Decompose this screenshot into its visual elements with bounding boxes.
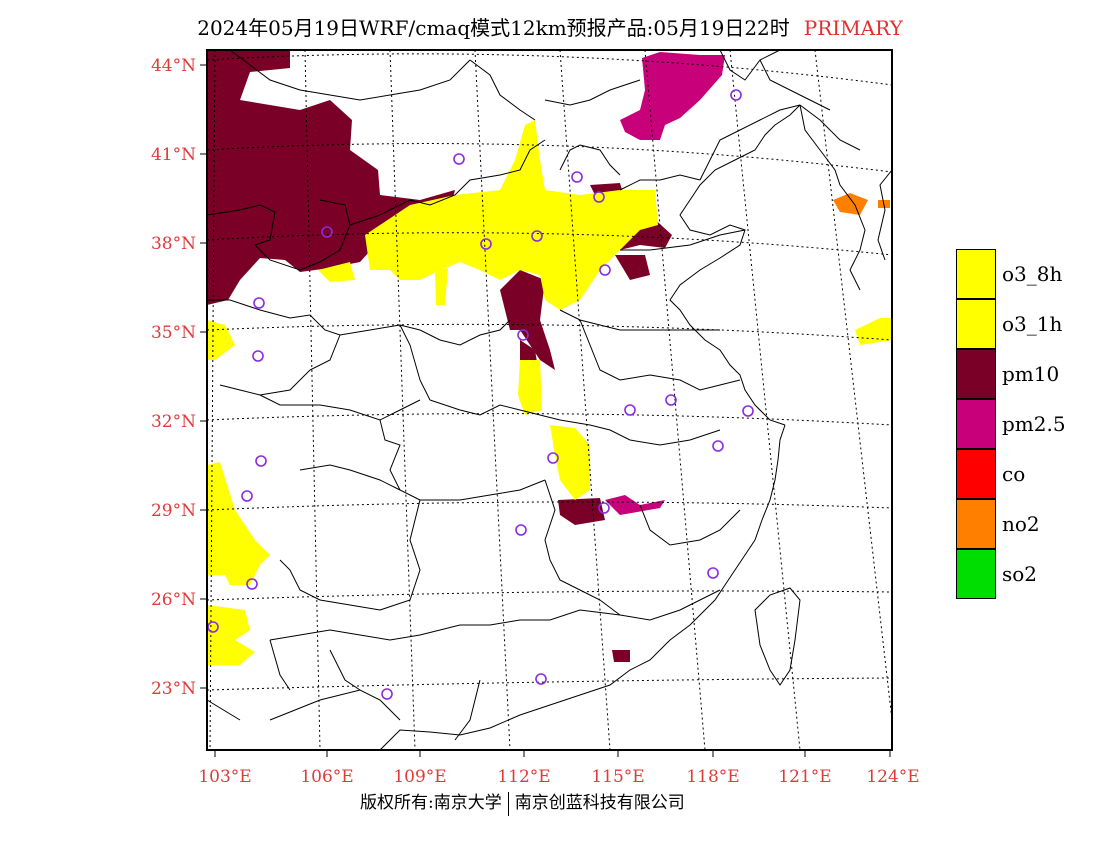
copyright-footer: 版权所有:南京大学 南京创蓝科技有限公司 [360, 788, 685, 816]
lat-label: 32°N [151, 412, 196, 432]
copyright-right: 南京创蓝科技有限公司 [514, 793, 685, 813]
legend-label: o3_1h [1002, 312, 1063, 336]
legend-label: co [1002, 462, 1026, 486]
pm10-area-hebei-2 [615, 255, 650, 280]
lon-label: 103°E [198, 767, 251, 787]
o3-area-shanxi-strip [435, 268, 448, 305]
o3-area-sea [855, 318, 892, 345]
legend-item-pm10: pm10 [956, 349, 1096, 399]
title-main: 2024年05月19日WRF/cmaq模式12km预报产品:05月19日22时 [197, 16, 790, 40]
pm10-area-northwest [207, 50, 455, 305]
pm25-area-jiangxi [605, 495, 665, 515]
lon-label: 124°E [866, 767, 919, 787]
lon-label: 112°E [497, 767, 550, 787]
o3-area-hubei [550, 425, 590, 500]
lon-label: 121°E [778, 767, 831, 787]
lat-label: 44°N [151, 56, 196, 76]
legend-swatch [956, 449, 996, 499]
legend-label: o3_8h [1002, 262, 1063, 286]
pm25-area-northeast [620, 52, 725, 140]
legend-label: no2 [1002, 512, 1040, 536]
o3-area-inner [318, 262, 355, 282]
longitude-labels: 103°E 106°E 109°E 112°E 115°E 118°E 121°… [198, 767, 919, 787]
legend-swatch [956, 299, 996, 349]
pm10-area-guangdong [612, 650, 630, 662]
legend-item-no2: no2 [956, 499, 1096, 549]
legend-swatch [956, 499, 996, 549]
o3-area-yunnan-2 [207, 605, 255, 665]
graticule [206, 49, 893, 751]
copyright-left: 版权所有:南京大学 [360, 793, 502, 813]
o3-area-north-china [365, 120, 658, 310]
legend-item-pm25: pm2.5 [956, 399, 1096, 449]
no2-area-korea [833, 193, 868, 215]
tick-marks [200, 64, 891, 757]
legend-swatch [956, 549, 996, 599]
legend-swatch [956, 249, 996, 299]
legend-swatch [956, 399, 996, 449]
lon-label: 106°E [300, 767, 353, 787]
footer-divider [507, 791, 509, 816]
legend-label: so2 [1002, 562, 1038, 586]
o3-area-yunnan [207, 462, 270, 585]
o3-area-west [207, 320, 235, 360]
legend-item-o3-8h: o3_8h [956, 249, 1096, 299]
o3-area-henan [518, 360, 542, 415]
legend: o3_8h o3_1h pm10 pm2.5 co no2 so2 [956, 249, 1096, 599]
lat-label: 29°N [151, 501, 196, 521]
lat-label: 38°N [151, 234, 196, 254]
lat-label: 35°N [151, 323, 196, 343]
lat-label: 23°N [151, 679, 196, 699]
legend-item-o3-1h: o3_1h [956, 299, 1096, 349]
latitude-labels: 44°N 41°N 38°N 35°N 32°N 29°N 26°N 23°N [151, 56, 196, 699]
lon-label: 118°E [686, 767, 739, 787]
legend-swatch [956, 349, 996, 399]
legend-label: pm2.5 [1002, 412, 1066, 436]
map-title: 2024年05月19日WRF/cmaq模式12km预报产品:05月19日22时 P… [0, 12, 1100, 41]
lon-label: 115°E [591, 767, 644, 787]
pm10-area-hubei [558, 498, 605, 525]
title-variable: PRIMARY [803, 16, 903, 40]
legend-item-co: co [956, 449, 1096, 499]
legend-item-so2: so2 [956, 549, 1096, 599]
pm10-area-central [500, 270, 555, 370]
pollution-areas [207, 50, 892, 665]
station-markers [207, 89, 754, 700]
lat-label: 26°N [151, 590, 196, 610]
lon-label: 109°E [393, 767, 446, 787]
boundaries [206, 49, 861, 741]
legend-label: pm10 [1002, 362, 1060, 386]
lat-label: 41°N [151, 145, 196, 165]
map-frame [206, 49, 893, 751]
coastline [379, 104, 893, 751]
